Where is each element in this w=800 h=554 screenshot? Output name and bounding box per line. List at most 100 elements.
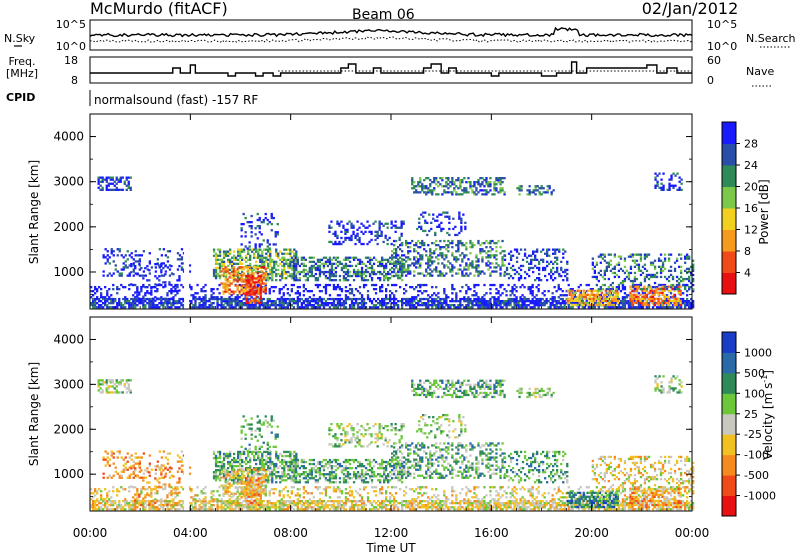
data-cell <box>229 252 232 255</box>
data-cell <box>264 272 267 275</box>
data-cell <box>304 502 307 505</box>
data-cell <box>240 502 243 505</box>
data-cell <box>649 287 652 290</box>
data-cell <box>645 269 649 272</box>
data-cell <box>252 306 255 309</box>
data-cell <box>612 297 615 300</box>
data-cell <box>334 297 338 301</box>
data-cell <box>448 233 451 237</box>
data-cell <box>240 288 243 291</box>
data-cell <box>230 290 233 293</box>
data-cell <box>222 500 225 503</box>
data-cell <box>255 277 258 280</box>
data-cell <box>403 254 406 257</box>
data-cell <box>532 258 535 261</box>
data-cell <box>667 257 671 260</box>
data-cell <box>334 286 338 289</box>
data-cell <box>236 500 239 503</box>
data-cell <box>310 500 313 503</box>
data-cell <box>254 304 257 307</box>
data-cell <box>629 302 633 305</box>
data-cell <box>324 504 328 507</box>
data-cell <box>663 259 667 262</box>
data-cell <box>495 262 498 265</box>
data-cell <box>663 301 666 305</box>
data-cell <box>370 266 374 270</box>
data-cell <box>473 283 476 287</box>
data-cell <box>273 264 276 268</box>
data-cell <box>445 183 448 186</box>
data-cell <box>214 296 217 299</box>
data-cell <box>332 232 335 235</box>
data-cell <box>112 300 115 303</box>
data-cell <box>629 287 632 290</box>
data-cell <box>409 258 412 261</box>
data-cell <box>346 290 350 293</box>
data-cell <box>680 275 683 279</box>
data-cell <box>358 240 361 244</box>
data-cell <box>200 300 203 303</box>
data-cell <box>122 266 125 269</box>
data-cell <box>534 250 537 253</box>
data-cell <box>583 306 586 309</box>
data-cell <box>391 254 394 257</box>
data-cell <box>447 266 450 269</box>
data-cell <box>507 283 510 287</box>
data-cell <box>320 302 324 305</box>
data-cell <box>649 289 652 292</box>
data-cell <box>348 283 352 287</box>
data-cell <box>688 288 691 291</box>
data-cell <box>605 269 608 272</box>
data-cell <box>146 286 149 289</box>
data-cell <box>505 294 508 297</box>
data-cell <box>562 270 565 274</box>
data-cell <box>473 266 476 269</box>
data-cell <box>102 302 105 305</box>
data-cell <box>657 293 660 296</box>
data-cell <box>126 297 129 301</box>
data-cell <box>170 302 173 305</box>
data-cell <box>501 177 504 180</box>
data-cell <box>248 225 251 228</box>
data-cell <box>192 297 195 301</box>
data-cell <box>447 296 450 299</box>
data-cell <box>222 502 225 505</box>
data-cell <box>443 239 446 243</box>
data-cell <box>90 302 93 305</box>
data-cell <box>212 297 215 301</box>
data-cell <box>228 504 231 507</box>
data-cell <box>497 300 500 303</box>
data-cell <box>395 302 398 305</box>
data-cell <box>344 277 348 280</box>
data-cell <box>485 181 488 184</box>
data-cell <box>507 272 511 276</box>
data-cell <box>447 250 450 253</box>
data-cell <box>435 239 438 243</box>
data-cell <box>356 234 359 237</box>
data-cell <box>473 297 476 301</box>
data-cell <box>614 297 617 300</box>
data-cell <box>364 230 367 233</box>
data-cell <box>264 286 267 289</box>
data-cell <box>92 290 95 293</box>
data-cell <box>540 185 543 188</box>
data-cell <box>682 300 685 303</box>
data-cell <box>447 260 450 263</box>
data-cell <box>164 297 167 300</box>
data-cell <box>364 302 368 305</box>
data-cell <box>236 274 239 277</box>
data-cell <box>264 290 267 293</box>
data-cell <box>106 250 109 253</box>
data-cell <box>338 274 342 278</box>
data-cell <box>532 250 535 253</box>
data-cell <box>332 262 336 265</box>
data-cell <box>142 297 145 300</box>
data-cell <box>598 289 601 292</box>
data-cell <box>467 297 470 301</box>
data-cell <box>246 276 249 279</box>
data-cell <box>378 224 381 227</box>
data-cell <box>530 260 533 263</box>
data-cell <box>449 304 452 307</box>
data-cell <box>330 268 334 272</box>
data-cell <box>109 176 112 179</box>
